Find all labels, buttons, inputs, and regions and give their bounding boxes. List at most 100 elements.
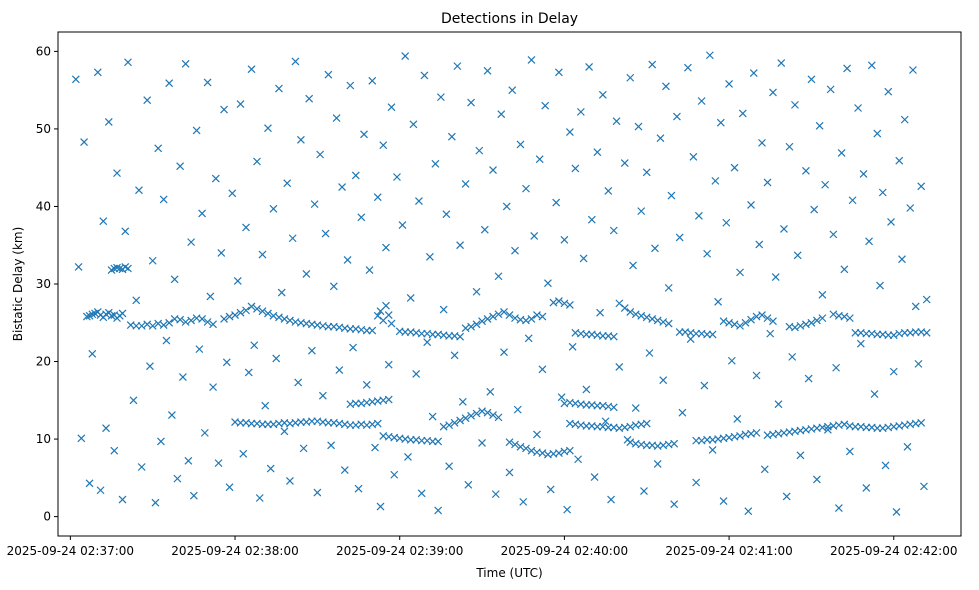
data-point [812, 475, 821, 484]
data-point [445, 421, 454, 430]
data-point [162, 336, 171, 345]
data-point [694, 211, 703, 220]
data-point [815, 121, 824, 130]
data-point [909, 66, 917, 74]
data-point [730, 320, 739, 329]
data-point [769, 88, 777, 97]
data-point [494, 272, 503, 281]
data-point [88, 310, 97, 319]
data-point [124, 58, 132, 67]
data-point [793, 251, 802, 260]
data-point [450, 418, 459, 427]
data-point [791, 100, 799, 109]
y-tick-label: 50 [36, 122, 51, 136]
data-point [889, 331, 898, 340]
data-point [675, 233, 684, 242]
data-point [898, 255, 906, 264]
data-point [508, 86, 517, 95]
data-point [467, 411, 475, 420]
data-point [716, 118, 725, 127]
data-point [316, 150, 325, 159]
data-point [269, 204, 278, 213]
data-point [631, 404, 640, 412]
data-point [683, 63, 692, 72]
data-point [664, 283, 673, 292]
data-point [533, 311, 541, 319]
data-point [873, 129, 882, 138]
data-point [705, 51, 714, 60]
data-point [135, 186, 143, 195]
data-point [719, 317, 728, 326]
data-point [269, 311, 278, 320]
data-point [708, 330, 717, 339]
data-point [826, 85, 835, 94]
data-point [544, 279, 552, 288]
data-point [236, 308, 245, 317]
data-point [840, 420, 849, 429]
data-point [755, 240, 764, 249]
data-point [398, 221, 407, 229]
data-point [373, 193, 382, 202]
data-point [71, 75, 80, 84]
data-point [343, 256, 352, 264]
data-point [557, 393, 566, 402]
data-point [560, 235, 569, 244]
data-point [233, 276, 242, 285]
data-point [165, 79, 174, 88]
data-point [565, 128, 574, 136]
data-point [774, 400, 783, 409]
data-point [467, 98, 475, 107]
y-tick-label: 0 [43, 510, 51, 524]
data-point [368, 76, 377, 85]
data-point [659, 318, 668, 326]
data-point [321, 229, 330, 238]
data-point [744, 507, 753, 516]
data-point [692, 478, 701, 487]
data-point [887, 218, 895, 226]
data-point [431, 159, 440, 168]
data-point [291, 57, 300, 66]
data-point [769, 317, 777, 326]
data-point [829, 230, 838, 239]
data-point [673, 112, 681, 121]
data-point [878, 188, 887, 197]
data-point [96, 486, 105, 495]
data-point [184, 456, 193, 465]
plot-area-frame [57, 31, 962, 537]
data-point [626, 307, 635, 316]
data-point [439, 305, 448, 314]
data-point [436, 93, 445, 102]
x-tick-label: 2025-09-24 02:39:00 [336, 544, 463, 558]
data-point [527, 314, 536, 323]
data-point [834, 504, 843, 513]
data-point [653, 316, 662, 325]
data-point [700, 381, 709, 390]
data-point [513, 405, 522, 414]
data-point [456, 241, 465, 250]
data-point [714, 297, 723, 306]
data-point [527, 55, 536, 64]
data-point [239, 449, 248, 458]
data-point [146, 362, 154, 371]
data-point [884, 87, 893, 96]
data-point [82, 312, 91, 321]
data-point [286, 477, 294, 485]
data-point [522, 316, 530, 325]
data-point [299, 444, 308, 453]
data-point [541, 101, 550, 110]
data-point [209, 320, 217, 329]
data-point [107, 311, 116, 320]
data-point [85, 479, 94, 488]
data-point [461, 414, 470, 423]
data-point [609, 226, 618, 235]
data-point [623, 435, 632, 444]
data-point [571, 164, 580, 173]
data-point [889, 367, 898, 376]
data-point [563, 505, 572, 514]
data-point [821, 180, 830, 189]
data-point [280, 427, 289, 436]
data-point [384, 360, 393, 369]
data-point [415, 197, 423, 205]
data-point [428, 412, 437, 421]
